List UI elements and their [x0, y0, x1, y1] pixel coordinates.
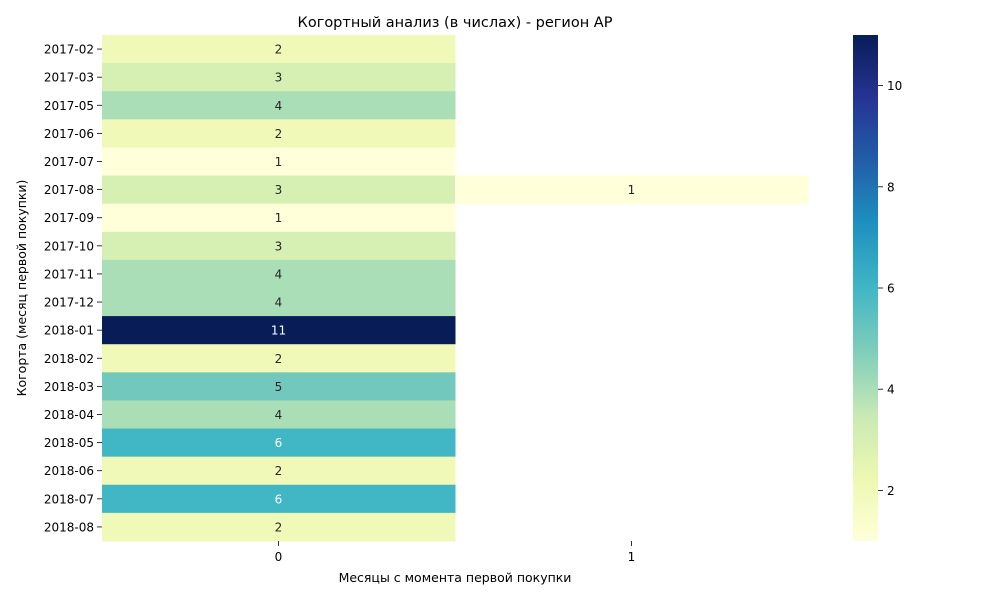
cell-value-label: 4 [275, 99, 283, 113]
y-axis-label: Когорта (месяц первой покупки) [14, 180, 29, 397]
heatmap-cell [102, 316, 456, 345]
y-tick-labels: 2017-02 2017-03 2017-05 2017-06 2017-07 2017-… [44, 43, 102, 534]
cell-value-label: 1 [628, 183, 636, 197]
y-tick-label: 2017-11 [44, 267, 94, 281]
colorbar-tick-label: 10 [887, 79, 902, 93]
heatmap-cell [102, 175, 456, 205]
y-tick-label: 2017-07 [44, 155, 94, 169]
colorbar-ticks: 2 4 6 8 10 [878, 79, 902, 498]
y-tick-label: 2017-06 [44, 127, 94, 141]
x-tick-label: 0 [275, 550, 283, 564]
x-tick-label: 1 [628, 550, 636, 564]
colorbar [853, 35, 878, 541]
x-axis-label: Месяцы с момента первой покупки [339, 570, 572, 585]
cell-value-label: 1 [275, 211, 283, 225]
heatmap-cell [102, 119, 456, 148]
y-tick-label: 2017-10 [44, 239, 94, 253]
cell-value-label: 2 [275, 520, 283, 534]
heatmap-cell [102, 231, 456, 261]
heatmap-cell [102, 91, 456, 120]
y-tick-label: 2018-04 [44, 408, 94, 422]
cell-value-label: 1 [275, 155, 283, 169]
colorbar-tick-label: 6 [887, 282, 895, 296]
y-tick-label: 2017-03 [44, 71, 94, 85]
y-tick-label: 2017-05 [44, 99, 94, 113]
cell-value-label: 6 [275, 492, 283, 506]
y-tick-label: 2018-02 [44, 352, 94, 366]
heatmap-cell [102, 512, 456, 542]
y-tick-label: 2017-09 [44, 211, 94, 225]
y-tick-label: 2018-07 [44, 492, 94, 506]
cell-value-label: 3 [275, 71, 283, 85]
colorbar-tick-label: 4 [887, 383, 895, 397]
cell-value-label: 2 [275, 352, 283, 366]
cell-value-label: 4 [275, 408, 283, 422]
heatmap-cell [102, 259, 456, 289]
cell-value-label: 3 [275, 239, 283, 253]
heatmap-cell [102, 63, 456, 92]
y-tick-label: 2018-08 [44, 520, 94, 534]
colorbar-tick-label: 2 [887, 484, 895, 498]
y-tick-label: 2018-06 [44, 464, 94, 478]
heatmap-cell [102, 344, 456, 373]
heatmap-cell [102, 287, 456, 317]
cell-value-label: 4 [275, 267, 283, 281]
y-tick-label: 2018-01 [44, 324, 94, 338]
heatmap-cell [102, 400, 456, 430]
y-tick-label: 2017-08 [44, 183, 94, 197]
cell-value-label: 4 [275, 296, 283, 310]
heatmap-cell [102, 147, 456, 177]
cell-value-label: 11 [271, 324, 286, 338]
y-tick-label: 2018-05 [44, 436, 94, 450]
y-tick-label: 2017-02 [44, 43, 94, 57]
cell-value-label: 2 [275, 464, 283, 478]
y-tick-label: 2018-03 [44, 380, 94, 394]
chart-title: Когортный анализ (в числах) - регион AP [298, 15, 613, 31]
heatmap-cell [102, 372, 456, 401]
heatmap-cell [102, 203, 456, 233]
colorbar-tick-label: 8 [887, 180, 895, 194]
cell-value-label: 2 [275, 43, 283, 57]
heatmap-cell [102, 484, 456, 514]
y-tick-label: 2017-12 [44, 296, 94, 310]
cell-value-label: 5 [275, 380, 283, 394]
heatmap-cell [102, 35, 456, 64]
cell-value-label: 3 [275, 183, 283, 197]
heatmap-cell [455, 175, 809, 205]
cell-value-label: 2 [275, 127, 283, 141]
heatmap-cell [102, 456, 456, 486]
heatmap-cell [102, 428, 456, 458]
cell-value-label: 6 [275, 436, 283, 450]
